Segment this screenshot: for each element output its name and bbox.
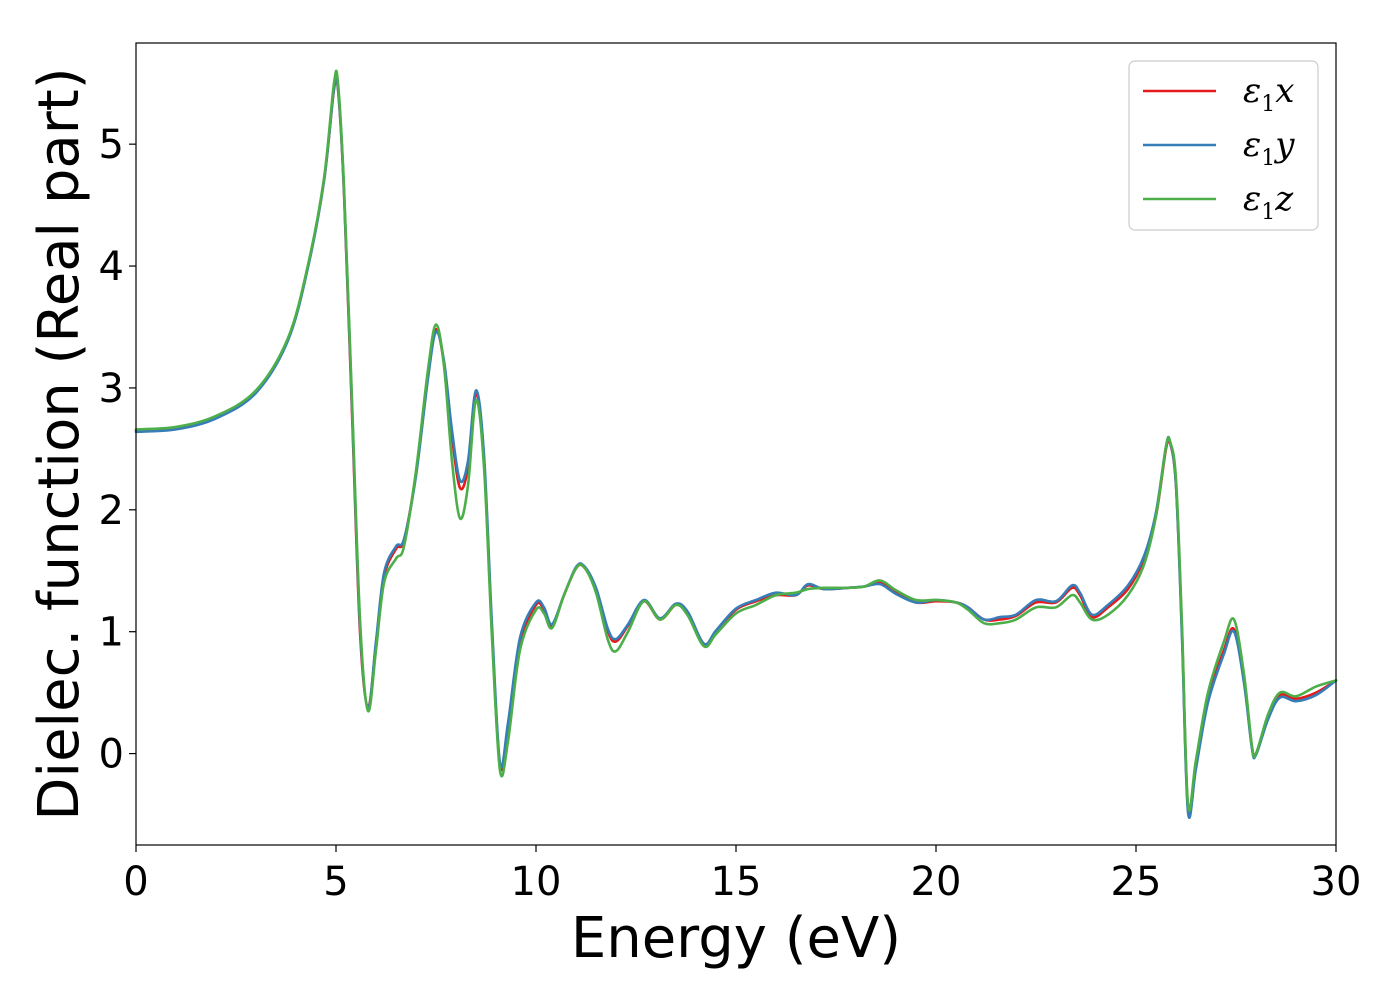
- x-tick-label: 30: [1311, 859, 1362, 905]
- y-tick-label: 1: [99, 610, 124, 656]
- series-layer: [134, 69, 1338, 819]
- x-tick-label: 5: [323, 859, 348, 905]
- legend: ε1x ε1y ε1z: [1128, 60, 1319, 231]
- x-tick-label: 20: [911, 859, 962, 905]
- legend-label-y: ε1y: [1243, 125, 1295, 171]
- x-tick-label: 15: [711, 859, 762, 905]
- x-tick-label: 25: [1111, 859, 1162, 905]
- y-axis-title: Dielec. function (Real part): [27, 67, 92, 820]
- legend-label-x: ε1x: [1243, 71, 1294, 117]
- y-tick-label: 4: [99, 244, 124, 290]
- y-tick-label: 0: [99, 732, 124, 778]
- legend-label-z: ε1z: [1243, 179, 1294, 225]
- y-tick-label: 2: [99, 488, 124, 534]
- y-tick-label: 5: [99, 122, 124, 168]
- x-axis-ticks: 0 5 10 15 20 25 30: [123, 845, 1361, 905]
- x-tick-label: 0: [123, 859, 148, 905]
- y-tick-label: 3: [99, 366, 124, 412]
- legend-box: [1128, 60, 1319, 231]
- series-line-z: [134, 69, 1338, 812]
- x-tick-label: 10: [511, 859, 562, 905]
- x-axis-title: Energy (eV): [571, 906, 901, 971]
- y-axis-ticks: 0 1 2 3 4 5: [99, 122, 136, 778]
